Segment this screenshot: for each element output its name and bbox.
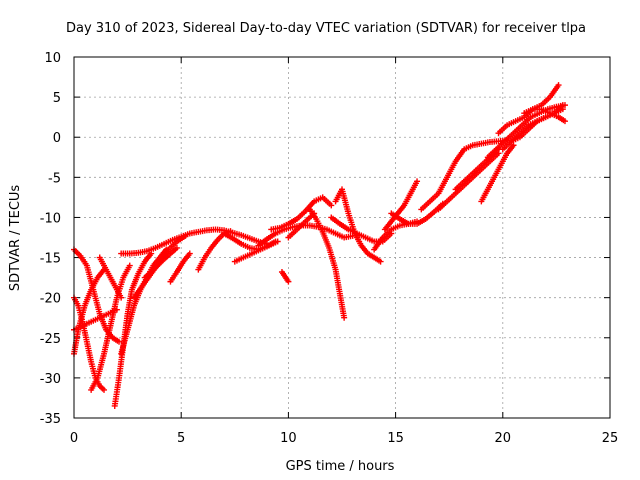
series-track-14 <box>221 230 279 253</box>
series-track-4 <box>71 266 108 357</box>
series-track-25 <box>381 178 421 233</box>
data-point <box>285 278 292 285</box>
series-track-18 <box>268 194 335 233</box>
data-point <box>561 118 568 125</box>
data-point <box>118 294 125 301</box>
y-tick-label: -25 <box>40 332 61 347</box>
chart-title: Day 310 of 2023, Sidereal Day-to-day VTE… <box>66 21 586 36</box>
data-points <box>71 82 568 409</box>
data-point <box>414 178 421 185</box>
data-point <box>328 202 335 209</box>
y-tick-label: -10 <box>40 211 61 226</box>
data-point <box>377 258 384 265</box>
x-tick-label: 25 <box>602 431 619 446</box>
y-tick-label: -30 <box>40 372 61 387</box>
series-track-22 <box>332 186 384 265</box>
series-track-9 <box>118 226 270 257</box>
y-tick-label: -15 <box>40 252 61 267</box>
series-track-5 <box>88 262 133 393</box>
x-axis-label: GPS time / hours <box>286 459 395 474</box>
series-track-8 <box>96 254 125 301</box>
data-point <box>126 262 133 269</box>
y-tick-label: -35 <box>40 412 61 427</box>
series-track-34 <box>521 106 568 125</box>
data-point <box>559 106 566 113</box>
y-tick-label: -20 <box>40 292 61 307</box>
data-point <box>186 250 193 257</box>
series-track-11 <box>141 244 180 281</box>
series-track-29 <box>478 142 517 205</box>
data-point <box>274 238 281 245</box>
data-point <box>510 142 517 149</box>
series-track-12 <box>167 250 193 285</box>
data-point <box>311 210 318 217</box>
y-axis-label: SDTVAR / TECUs <box>8 185 23 292</box>
x-tick-label: 10 <box>280 431 297 446</box>
y-tick-label: 0 <box>53 131 61 146</box>
data-point <box>101 386 108 393</box>
y-tick-label: 5 <box>53 91 61 106</box>
data-point <box>173 244 180 251</box>
data-point <box>555 82 562 89</box>
series-track-15 <box>231 238 281 265</box>
x-tick-label: 5 <box>177 431 185 446</box>
plot-frame <box>73 56 611 419</box>
x-tick-label: 15 <box>387 431 404 446</box>
y-tick-label: 10 <box>44 51 61 66</box>
series-track-17 <box>278 268 292 285</box>
data-point <box>341 314 348 321</box>
data-point <box>227 228 234 235</box>
y-tick-label: -5 <box>48 171 61 186</box>
data-point <box>182 232 189 239</box>
x-tick-label: 20 <box>495 431 512 446</box>
x-tick-label: 0 <box>70 431 78 446</box>
series-track-20 <box>285 210 318 241</box>
